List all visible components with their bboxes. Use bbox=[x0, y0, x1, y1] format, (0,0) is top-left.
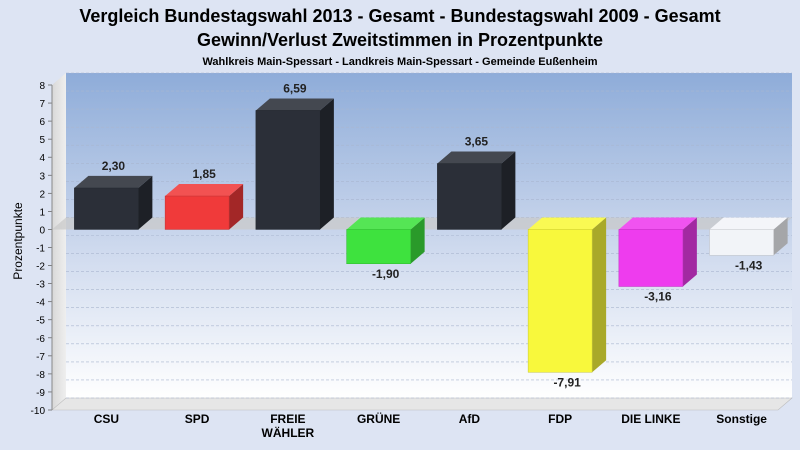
y-axis-label: Prozentpunkte bbox=[11, 202, 25, 280]
bar-top bbox=[165, 184, 244, 197]
bar-front bbox=[346, 229, 411, 264]
bar-top bbox=[255, 98, 334, 111]
value-label: -7,91 bbox=[553, 375, 581, 389]
category-label: FDP bbox=[548, 412, 572, 426]
bar-front bbox=[74, 187, 139, 230]
bar-3 bbox=[346, 217, 425, 264]
y-tick-label: -6 bbox=[36, 334, 45, 345]
category-label: AfD bbox=[459, 412, 481, 426]
y-tick-label: 6 bbox=[39, 117, 45, 128]
y-tick-label: -9 bbox=[36, 388, 45, 399]
bar-side bbox=[592, 217, 607, 373]
bar-front bbox=[255, 110, 321, 230]
bar-0 bbox=[74, 175, 153, 230]
y-tick-label: -2 bbox=[36, 262, 45, 273]
y-tick-label: -8 bbox=[36, 370, 45, 381]
category-label: GRÜNE bbox=[357, 411, 400, 426]
value-label: -1,43 bbox=[735, 258, 763, 272]
category-label: Sonstige bbox=[716, 412, 767, 426]
bar-side bbox=[319, 98, 334, 230]
side-wall bbox=[52, 73, 66, 410]
bar-side bbox=[501, 151, 516, 230]
chart-title: Vergleich Bundestagswahl 2013 - Gesamt -… bbox=[79, 6, 720, 26]
category-label: CSU bbox=[94, 412, 119, 426]
y-tick-label: -3 bbox=[36, 280, 45, 291]
bar-2 bbox=[255, 98, 334, 230]
y-tick-label: -1 bbox=[36, 244, 45, 255]
y-tick-label: 4 bbox=[39, 153, 45, 164]
bar-top bbox=[437, 151, 516, 164]
category-label: FREIE bbox=[270, 412, 305, 426]
bar-1 bbox=[164, 184, 244, 230]
bar-front bbox=[618, 229, 684, 287]
bar-top bbox=[709, 217, 788, 230]
bar-4 bbox=[437, 151, 516, 230]
chart-subtitle: Gewinn/Verlust Zweitstimmen in Prozentpu… bbox=[197, 30, 603, 50]
bar-top bbox=[346, 217, 425, 230]
category-label: SPD bbox=[185, 412, 210, 426]
y-tick-label: 3 bbox=[39, 171, 45, 182]
value-label: 6,59 bbox=[283, 81, 307, 95]
bar-side bbox=[138, 175, 153, 230]
bar-front bbox=[527, 229, 593, 373]
value-label: 3,65 bbox=[465, 135, 489, 149]
y-tick-label: 5 bbox=[39, 135, 45, 146]
y-tick-label: -7 bbox=[36, 352, 45, 363]
y-tick-label: -4 bbox=[36, 298, 45, 309]
bar-side bbox=[773, 217, 788, 256]
bar-front bbox=[709, 229, 774, 256]
y-tick-label: 0 bbox=[39, 225, 45, 236]
bar-side bbox=[410, 217, 425, 264]
bar-6 bbox=[618, 217, 697, 287]
category-label: WÄHLER bbox=[262, 425, 315, 440]
y-tick-label: 8 bbox=[39, 81, 45, 92]
bar-side bbox=[682, 217, 697, 287]
bar-top bbox=[528, 217, 607, 230]
value-label: -3,16 bbox=[644, 290, 672, 304]
value-labels: 2,30 1,85 6,59 -1,90 3,65 -7,91 -3,16 -1,43 bbox=[102, 81, 763, 389]
bar-front bbox=[437, 163, 502, 230]
bars bbox=[74, 98, 788, 373]
bar-5 bbox=[527, 217, 607, 373]
bar-top bbox=[74, 175, 153, 188]
bar-top bbox=[618, 217, 697, 230]
bar-side bbox=[229, 184, 244, 230]
y-tick-label: 1 bbox=[39, 207, 45, 218]
bar-front bbox=[164, 195, 230, 230]
value-label: 2,30 bbox=[102, 159, 126, 173]
floor bbox=[51, 397, 793, 411]
value-label: -1,90 bbox=[372, 267, 400, 281]
value-label: 1,85 bbox=[192, 167, 216, 181]
y-tick-label: 2 bbox=[39, 189, 45, 200]
bar-7 bbox=[709, 217, 788, 256]
chart-caption: Wahlkreis Main-Spessart - Landkreis Main… bbox=[202, 56, 597, 68]
y-axis-ticks: 8 7 6 5 4 3 2 1 0 -1 -2 -3 -4 -5 -6 -7 -8 -9 -10 bbox=[31, 81, 52, 417]
category-label: DIE LINKE bbox=[621, 412, 680, 426]
y-tick-label: -5 bbox=[36, 316, 45, 327]
y-tick-label: 7 bbox=[39, 99, 45, 110]
y-tick-label: -10 bbox=[31, 406, 46, 417]
